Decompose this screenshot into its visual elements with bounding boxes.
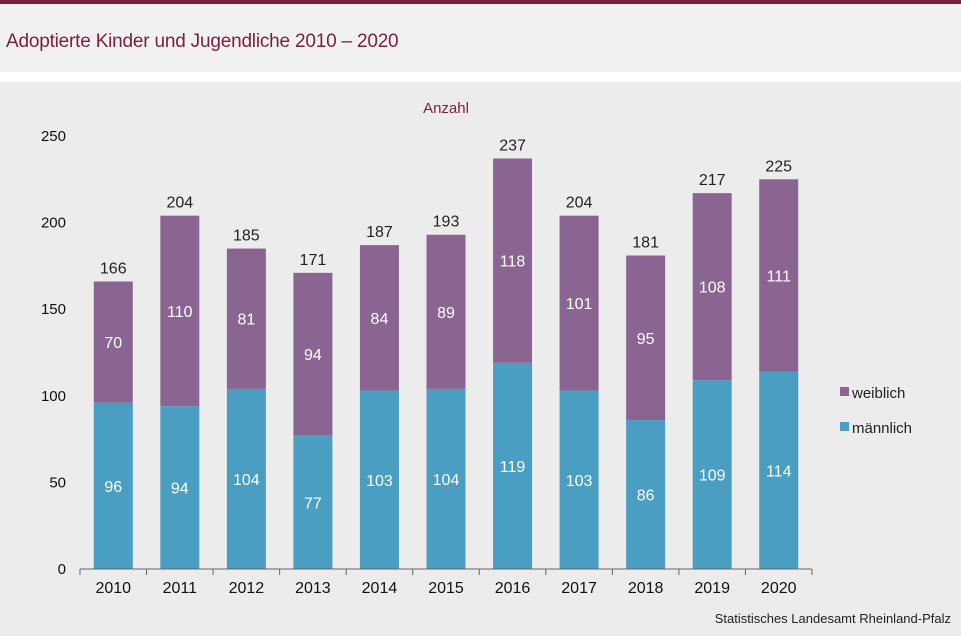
data-label-weiblich: 81	[237, 312, 255, 329]
x-tick-label: 2011	[163, 580, 198, 597]
x-tick-label: 2010	[95, 580, 131, 597]
data-label-maennlich: 119	[500, 459, 526, 476]
data-label-maennlich: 104	[233, 472, 260, 489]
legend-label: weiblich	[851, 385, 905, 402]
y-tick-label: 100	[41, 388, 66, 405]
data-label-weiblich: 95	[637, 331, 655, 348]
y-tick-label: 250	[41, 128, 66, 145]
bar-maennlich	[626, 420, 666, 569]
chart-title: Adoptierte Kinder und Jugendliche 2010 –…	[6, 31, 399, 52]
bar-maennlich	[359, 390, 399, 569]
y-axis-label: Anzahl	[423, 100, 469, 117]
bar-weiblich	[426, 234, 466, 389]
source-note: Statistisches Landesamt Rheinland-Pfalz	[714, 611, 951, 626]
data-label-maennlich: 104	[433, 472, 460, 489]
bar-maennlich	[493, 362, 533, 569]
bar-weiblich	[226, 248, 266, 389]
bar-maennlich	[692, 380, 732, 569]
bar-weiblich	[692, 193, 732, 381]
x-tick-label: 2015	[428, 580, 464, 597]
x-tick-label: 2019	[694, 580, 730, 597]
bar-maennlich	[559, 390, 599, 569]
data-label-maennlich: 77	[304, 495, 322, 512]
bars: 96 70 166 94 110 204 104 81 185 77 94 171 103 84 187 10…	[93, 138, 799, 569]
bar-weiblich	[293, 272, 333, 436]
bar-weiblich	[160, 215, 200, 407]
data-label-total: 237	[499, 138, 526, 155]
stacked-bar-chart: Anzahl 0 50 100 150 200 250 96 70 166 94 110 204 10…	[41, 100, 912, 597]
y-tick-label: 200	[41, 215, 66, 232]
data-label-total: 204	[566, 195, 593, 212]
top-accent-bar	[0, 0, 961, 4]
data-label-total: 185	[233, 228, 260, 245]
data-label-weiblich: 84	[371, 311, 389, 328]
data-label-maennlich: 103	[566, 473, 593, 490]
data-label-maennlich: 94	[171, 481, 189, 498]
data-label-total: 171	[300, 252, 327, 269]
x-tick-label: 2016	[495, 580, 531, 597]
data-label-total: 225	[765, 158, 792, 175]
data-label-total: 193	[433, 214, 460, 231]
bar-maennlich	[426, 388, 466, 569]
x-tick-label: 2020	[761, 580, 797, 597]
data-label-weiblich: 108	[699, 280, 726, 297]
data-label-weiblich: 89	[437, 305, 455, 322]
header: Adoptierte Kinder und Jugendliche 2010 –…	[0, 4, 961, 72]
data-label-total: 166	[100, 260, 127, 277]
bar-weiblich	[759, 179, 799, 372]
bar-weiblich	[559, 215, 599, 391]
bar-maennlich	[759, 371, 799, 569]
data-label-weiblich: 94	[304, 347, 322, 364]
x-axis: 2010 2011 2012 2013 2014 2015 2016 2017 2018 2019…	[79, 568, 813, 597]
bar-weiblich	[359, 245, 399, 391]
data-label-total: 204	[166, 195, 193, 212]
chart-area: Anzahl 0 50 100 150 200 250 96 70 166 94 110 204 10…	[0, 82, 961, 631]
bar-weiblich	[626, 255, 666, 421]
legend-swatch	[840, 387, 849, 396]
bar-weiblich	[493, 158, 533, 363]
data-label-total: 181	[632, 235, 659, 252]
bar-maennlich	[93, 402, 133, 569]
y-tick-label: 150	[41, 301, 66, 318]
data-label-maennlich: 103	[366, 473, 393, 490]
bar-maennlich	[293, 435, 333, 569]
data-label-weiblich: 101	[566, 296, 593, 313]
y-axis: 0 50 100 150 200 250	[41, 128, 66, 578]
data-label-total: 187	[366, 224, 393, 241]
data-label-maennlich: 114	[766, 463, 792, 480]
legend: weiblich männlich	[840, 385, 912, 437]
data-label-weiblich: 110	[167, 304, 193, 321]
x-tick-label: 2017	[561, 580, 597, 597]
y-tick-label: 50	[49, 474, 66, 491]
data-label-maennlich: 96	[104, 479, 122, 496]
data-label-maennlich: 109	[699, 468, 726, 485]
y-tick-label: 0	[58, 561, 66, 578]
x-tick-label: 2012	[229, 580, 265, 597]
legend-label: männlich	[852, 420, 912, 437]
x-tick-label: 2013	[295, 580, 331, 597]
data-label-weiblich: 70	[104, 335, 122, 352]
data-label-maennlich: 86	[637, 488, 655, 505]
data-label-weiblich: 111	[767, 268, 791, 285]
x-tick-label: 2018	[628, 580, 664, 597]
bar-maennlich	[226, 388, 266, 569]
bar-maennlich	[160, 406, 200, 569]
legend-swatch	[840, 422, 849, 431]
x-tick-label: 2014	[362, 580, 398, 597]
bar-weiblich	[93, 281, 133, 403]
data-label-total: 217	[699, 172, 726, 189]
header-separator	[0, 72, 961, 82]
data-label-weiblich: 118	[500, 254, 526, 271]
